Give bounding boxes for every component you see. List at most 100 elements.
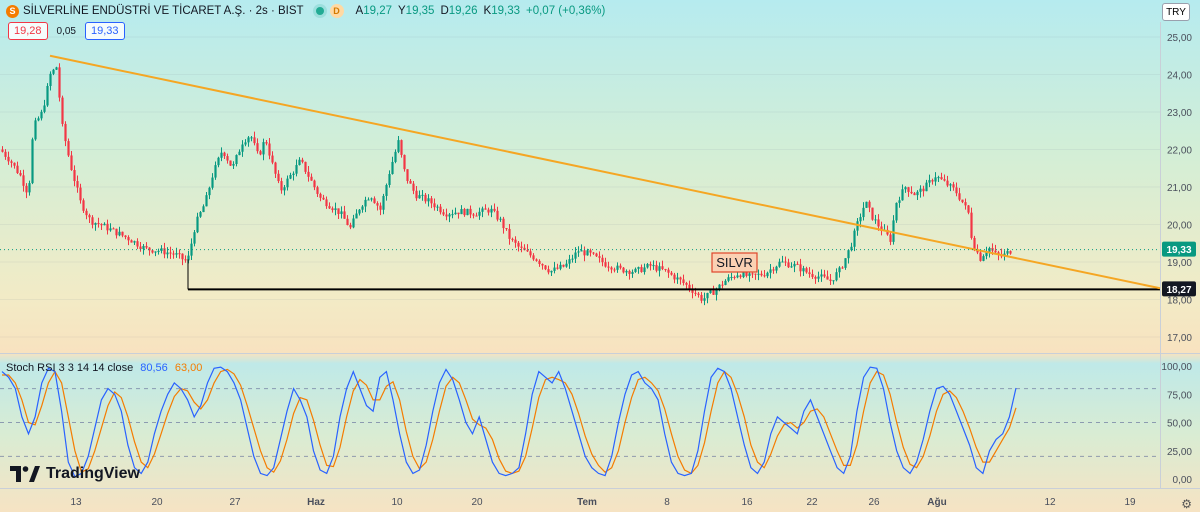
candle-body [976, 250, 979, 253]
candle-body [940, 177, 943, 180]
candle-body [205, 195, 208, 207]
candle-body [526, 250, 529, 252]
candle-body [376, 203, 379, 206]
last-price-tag-label: 19,33 [1166, 245, 1191, 256]
stoch-k-value: 80,56 [140, 362, 168, 374]
candle-body [436, 206, 439, 208]
candle-body [655, 265, 658, 271]
candle-body [757, 273, 760, 275]
candle-body [502, 218, 505, 229]
candle-body [637, 267, 640, 269]
candle-body [643, 267, 646, 273]
candle-body [955, 187, 958, 194]
time-tick-label: 20 [471, 497, 483, 508]
candle-body [799, 264, 802, 272]
candle-body [79, 187, 82, 201]
ohlc-close: K19,33 [484, 5, 520, 17]
candle-body [256, 143, 259, 152]
candle-body [361, 206, 364, 210]
candle-body [91, 217, 94, 225]
candle-body [154, 251, 157, 253]
candle-body [478, 211, 481, 216]
symbol-logo-icon[interactable]: S [6, 4, 19, 18]
candle-body [280, 181, 283, 191]
candle-body [778, 261, 781, 267]
candle-body [463, 209, 466, 216]
time-tick-label: Tem [577, 497, 597, 508]
candle-body [499, 218, 502, 220]
candle-body [334, 208, 337, 211]
candle-body [271, 155, 274, 163]
candle-body [874, 219, 877, 221]
stoch-tick-label: 75,00 [1167, 390, 1192, 401]
candle-body [187, 255, 190, 261]
candle-body [823, 274, 826, 277]
candle-body [724, 280, 727, 285]
candle-body [898, 200, 901, 203]
candle-body [889, 234, 892, 242]
candle-body [574, 252, 577, 259]
time-tick-label: 19 [1124, 497, 1136, 508]
candle-body [865, 201, 868, 208]
candle-body [235, 155, 238, 164]
time-tick-label: 22 [806, 497, 818, 508]
candle-body [490, 208, 493, 213]
candle-body [793, 263, 796, 267]
time-axis: 13 20 27 Haz 10 20 Tem 8 16 22 26 Ağu 12 19 [70, 497, 1136, 508]
market-status-icon[interactable] [315, 7, 324, 15]
settings-icon[interactable]: ⚙ [1181, 497, 1192, 511]
candle-body [46, 85, 49, 106]
candle-body [25, 185, 28, 193]
candle-body [892, 220, 895, 242]
ohlc-high: Y19,35 [398, 5, 434, 17]
stoch-rsi-legend[interactable]: Stoch RSI 3 3 14 14 close 80,56 63,00 [6, 362, 202, 374]
candle-body [94, 223, 97, 225]
candle-body [571, 258, 574, 260]
candle-body [178, 253, 181, 255]
candle-body [259, 151, 262, 155]
candle-body [427, 198, 430, 202]
candle-body [613, 269, 616, 271]
buy-button[interactable]: 19,33 [85, 22, 125, 40]
time-tick-label: 12 [1044, 497, 1056, 508]
annotation-label: SILVR [716, 255, 753, 270]
candle-body [967, 205, 970, 213]
candle-body [949, 184, 952, 186]
candle-body [619, 265, 622, 268]
candle-body [232, 163, 235, 166]
tradingview-logo[interactable]: TradingView [10, 465, 140, 483]
symbol-title[interactable]: SİLVERLİNE ENDÜSTRİ VE TİCARET A.Ş. · 2s… [23, 5, 304, 17]
ohlc-open-label: A [355, 5, 364, 17]
candle-body [157, 250, 160, 252]
ohlc-low: D19,26 [440, 5, 477, 17]
sell-button[interactable]: 19,28 [8, 22, 48, 40]
candle-body [814, 276, 817, 279]
delayed-data-badge[interactable]: D [329, 4, 344, 18]
candle-body [358, 209, 361, 214]
ohlc-high-label: Y [398, 5, 406, 17]
support-price-tag: 18,27 [1162, 281, 1196, 297]
candle-body [730, 276, 733, 278]
candle-body [181, 253, 184, 260]
candle-body [916, 191, 919, 196]
candle-body [727, 277, 730, 281]
candle-body [127, 237, 130, 241]
candle-body [595, 253, 598, 257]
candle-body [985, 251, 988, 257]
candle-body [715, 289, 718, 295]
candle-body [1009, 251, 1012, 254]
candle-body [649, 264, 652, 266]
candle-body [538, 260, 541, 264]
candle-body [712, 290, 715, 295]
candle-body [583, 250, 586, 256]
candle-body [220, 152, 223, 158]
candle-body [871, 207, 874, 220]
support-tag-bg [1162, 281, 1196, 297]
candle-body [601, 257, 604, 263]
candle-body [310, 176, 313, 181]
candle-body [145, 246, 148, 248]
currency-selector[interactable]: TRY [1162, 3, 1190, 21]
time-tick-label: 10 [391, 497, 403, 508]
candle-body [97, 223, 100, 225]
